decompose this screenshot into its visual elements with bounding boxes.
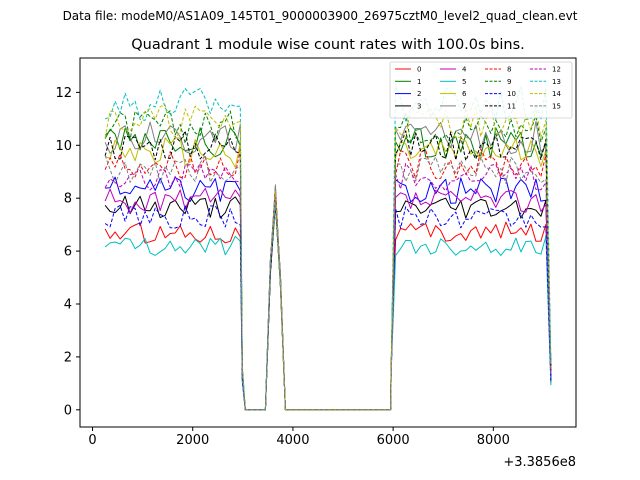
- y-tick-label: 8: [64, 192, 72, 207]
- legend-label-4: 4: [462, 66, 467, 74]
- y-tick-label: 12: [55, 86, 72, 101]
- x-tick-label: 0: [88, 433, 96, 448]
- legend-label-12: 12: [552, 66, 561, 74]
- x-tick-label: 8000: [477, 433, 510, 448]
- series-line-8: [104, 148, 552, 411]
- axes-frame: [79, 57, 577, 428]
- legend-label-7: 7: [462, 102, 466, 110]
- legend-frame: [389, 61, 573, 119]
- y-tick-label: 0: [64, 403, 72, 418]
- figure-suptitle: Data file: modeM0/AS1A09_145T01_90000039…: [63, 9, 578, 23]
- legend-label-9: 9: [507, 78, 511, 86]
- y-tick-label: 10: [55, 139, 72, 154]
- x-tick-label: 2000: [176, 433, 209, 448]
- x-tick-label: 4000: [276, 433, 309, 448]
- y-tick-label: 6: [64, 245, 72, 260]
- legend-label-11: 11: [507, 102, 516, 110]
- legend-label-15: 15: [552, 102, 561, 110]
- x-axis: 0 2000 4000 6000 8000: [88, 427, 510, 448]
- legend-label-1: 1: [417, 78, 421, 86]
- legend-label-5: 5: [462, 78, 466, 86]
- x-offset-label: +3.3856e8: [503, 455, 576, 470]
- legend-label-0: 0: [417, 66, 421, 74]
- legend-label-8: 8: [507, 66, 511, 74]
- series-line-14: [104, 104, 552, 411]
- x-tick-label: 6000: [377, 433, 410, 448]
- legend-label-3: 3: [417, 102, 421, 110]
- y-tick-label: 2: [64, 350, 72, 365]
- series-line-15: [104, 154, 552, 411]
- legend-label-2: 2: [417, 90, 421, 98]
- legend-label-13: 13: [552, 78, 561, 86]
- legend-label-6: 6: [462, 90, 467, 98]
- y-axis: 0 2 4 6 8 10 12: [55, 86, 80, 418]
- legend-label-10: 10: [507, 90, 516, 98]
- chart-title: Quadrant 1 module wise count rates with …: [131, 37, 525, 53]
- y-tick-label: 4: [64, 298, 72, 313]
- legend-label-14: 14: [552, 90, 561, 98]
